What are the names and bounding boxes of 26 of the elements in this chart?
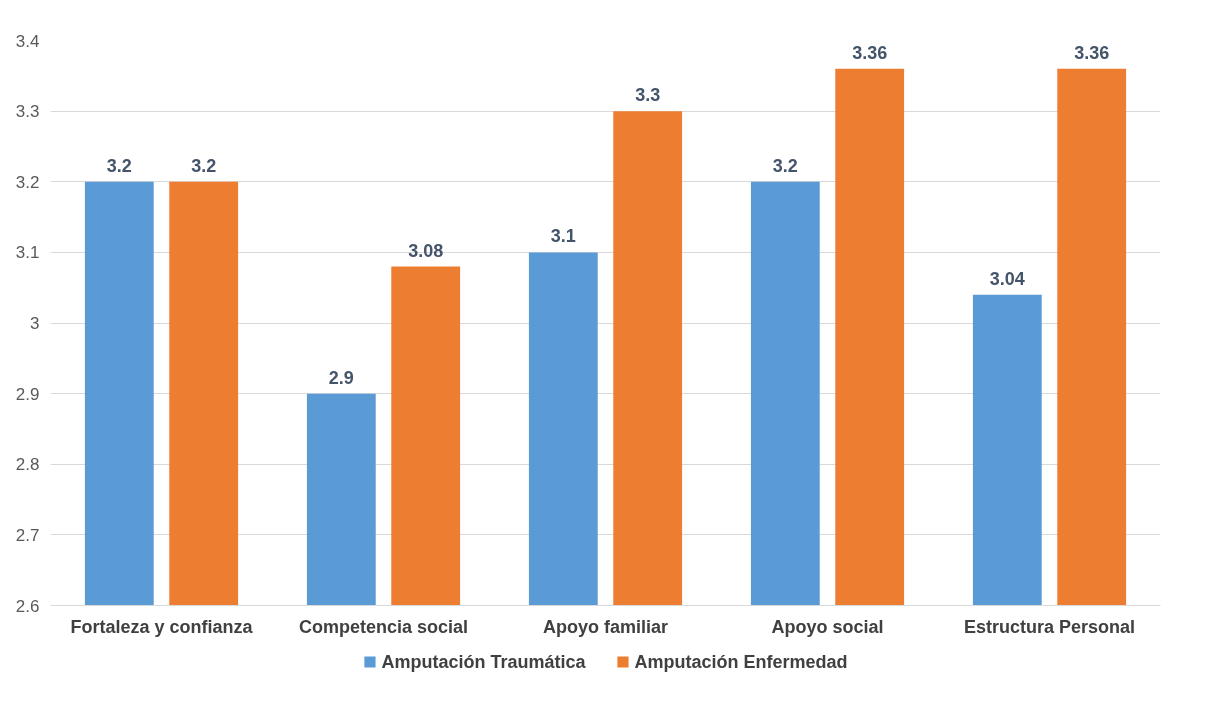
y-tick-label: 3.4 — [15, 31, 40, 51]
y-tick-label: 2.8 — [15, 455, 40, 475]
data-label: 3.36 — [852, 42, 888, 63]
data-label: 3.04 — [989, 268, 1025, 289]
y-tick-label: 2.9 — [15, 384, 40, 404]
y-tick-label: 2.7 — [15, 525, 40, 545]
legend-label: Amputación Traumática — [381, 651, 586, 672]
y-tick-label: 2.6 — [15, 596, 40, 616]
y-tick-label: 3 — [30, 314, 40, 333]
data-label: 3.2 — [772, 155, 798, 176]
data-label: 3.3 — [635, 85, 661, 106]
y-tick-label: 3.3 — [15, 102, 40, 122]
data-label: 3.36 — [1074, 42, 1110, 63]
data-label: 3.1 — [550, 226, 576, 247]
data-label: 2.9 — [328, 367, 354, 388]
data-label: 3.08 — [408, 240, 444, 261]
x-tick-label: Apoyo social — [771, 616, 884, 637]
x-tick-label: Estructura Personal — [963, 616, 1136, 637]
x-tick-label: Fortaleza y confianza — [70, 616, 254, 637]
legend-label: Amputación Enfermedad — [634, 651, 848, 672]
x-tick-label: Apoyo familiar — [542, 616, 669, 637]
y-tick-label: 3.1 — [15, 243, 40, 263]
data-label: 3.2 — [106, 155, 132, 176]
data-label: 3.2 — [191, 155, 217, 176]
x-tick-label: Competencia social — [298, 616, 469, 637]
y-tick-label: 3.2 — [15, 172, 40, 192]
